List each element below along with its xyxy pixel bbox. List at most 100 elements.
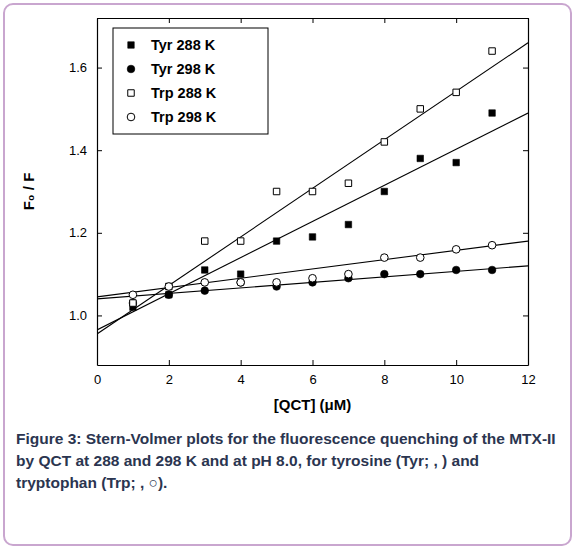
- tick-mark: [384, 360, 385, 365]
- tick-mark: [169, 18, 170, 23]
- tick-mark: [97, 68, 102, 69]
- tick: 1.2: [69, 225, 102, 240]
- legend-marker: [127, 113, 135, 121]
- data-point: [309, 188, 315, 194]
- tick: 10: [449, 360, 463, 387]
- data-point: [309, 234, 315, 240]
- data-point: [489, 110, 495, 116]
- tick-label: 0: [94, 372, 101, 387]
- tick-label: 6: [309, 372, 316, 387]
- tick: [384, 18, 385, 23]
- legend-marker: [128, 42, 134, 48]
- data-point: [202, 267, 208, 273]
- tick-mark: [313, 18, 314, 23]
- tick-label: 1.2: [69, 225, 87, 240]
- tick-mark: [97, 233, 102, 234]
- data-point: [345, 221, 351, 227]
- data-point: [166, 292, 172, 298]
- tick: [313, 18, 314, 23]
- data-point: [488, 241, 496, 249]
- y-axis-right: [523, 19, 529, 366]
- axis-line: [528, 19, 529, 366]
- data-point: [453, 89, 459, 95]
- y-axis: 1.0 1.2 1.4 1.6: [69, 19, 102, 366]
- data-point: [309, 274, 317, 282]
- data-point: [201, 287, 209, 295]
- data-point: [381, 188, 387, 194]
- data-point: [452, 266, 460, 274]
- tick-mark: [97, 18, 98, 23]
- tick-mark: [523, 68, 528, 69]
- data-point: [273, 238, 279, 244]
- tick: [97, 18, 98, 23]
- tick-mark: [241, 360, 242, 365]
- tick-mark: [97, 150, 102, 151]
- data-point: [381, 254, 389, 262]
- x-axis-top: [98, 18, 529, 23]
- tick: 6: [309, 360, 316, 387]
- tick-label: 12: [521, 372, 535, 387]
- tick-mark: [456, 18, 457, 23]
- data-point: [273, 279, 281, 287]
- data-point: [201, 279, 209, 287]
- tick-mark: [241, 18, 242, 23]
- tick-label: 1.6: [69, 60, 87, 75]
- data-point: [452, 246, 460, 254]
- caption: Figure 3: Stern-Volmer plots for the flu…: [16, 428, 556, 494]
- tick: 1.0: [69, 308, 102, 323]
- data-point: [166, 283, 172, 289]
- tick: 4: [238, 360, 245, 387]
- data-point: [417, 155, 423, 161]
- data-point: [381, 139, 387, 145]
- tick: [241, 18, 242, 23]
- data-point: [237, 279, 245, 287]
- tick-mark: [456, 360, 457, 365]
- data-point: [345, 180, 351, 186]
- legend: Tyr 288 KTyr 298 KTrp 288 KTrp 298 K: [113, 28, 268, 134]
- legend-label: Trp 298 K: [151, 109, 217, 125]
- axis-line: [98, 365, 529, 366]
- tick-mark: [523, 233, 528, 234]
- tick-label: 10: [449, 372, 463, 387]
- tick-mark: [97, 315, 102, 316]
- tick: [523, 233, 528, 234]
- data-point: [345, 270, 353, 278]
- tick: [523, 150, 528, 151]
- data-point: [129, 299, 137, 307]
- legend-label: Trp 288 K: [151, 85, 217, 101]
- tick-mark: [523, 150, 528, 151]
- tick: [523, 315, 528, 316]
- data-point: [130, 300, 136, 306]
- data-point: [237, 271, 243, 277]
- fit-line: [97, 241, 528, 297]
- legend-label: Tyr 288 K: [151, 37, 216, 53]
- tick: 1.6: [69, 60, 102, 75]
- fit-line: [97, 43, 528, 334]
- tick: 1.4: [69, 143, 102, 158]
- fit-line: [97, 113, 528, 330]
- tick-mark: [313, 360, 314, 365]
- x-axis-title: [QCT] (μM): [274, 396, 351, 413]
- data-point: [273, 188, 279, 194]
- tick-label: 2: [166, 372, 173, 387]
- tick-mark: [169, 360, 170, 365]
- data-point: [489, 48, 495, 54]
- tick-mark: [523, 315, 528, 316]
- plot-area: [97, 43, 528, 334]
- data-point: [237, 279, 245, 287]
- y-axis-title: F₀ / F: [20, 173, 37, 211]
- data-point: [129, 291, 137, 299]
- tick-mark: [384, 18, 385, 23]
- fit-line: [97, 266, 528, 299]
- data-point: [416, 254, 424, 262]
- tick: [169, 18, 170, 23]
- data-point: [488, 266, 496, 274]
- legend-marker: [127, 65, 135, 73]
- data-point: [165, 291, 173, 299]
- legend-marker: [128, 90, 134, 96]
- tick: [456, 18, 457, 23]
- tick-label: 1.4: [69, 143, 87, 158]
- x-axis: 024681012: [94, 360, 536, 387]
- data-point: [417, 106, 423, 112]
- tick: [523, 68, 528, 69]
